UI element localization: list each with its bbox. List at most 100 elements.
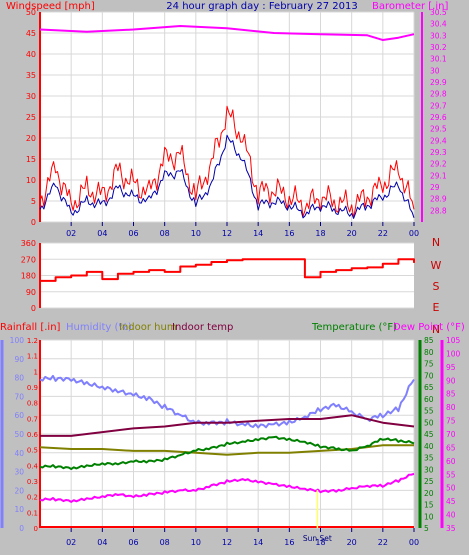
temp-ytick-label: 5 — [424, 524, 429, 533]
dew-ytick-label: 95 — [446, 363, 456, 372]
wind-xtick-label: 04 — [97, 229, 107, 238]
baro-ytick-label: 29.1 — [430, 171, 447, 180]
baro-ytick-label: 29.3 — [430, 148, 447, 157]
temp-label: Temperature (°F) — [311, 322, 397, 333]
indoor-temp-line — [40, 414, 415, 437]
baro-ytick-label: 29.7 — [430, 101, 447, 110]
hum-ytick-label: 90 — [14, 355, 24, 364]
wind-ytick-label: 50 — [26, 8, 36, 17]
temp-xtick-label: 06 — [128, 538, 138, 547]
chart-title: 24 hour graph day : February 27 2013 — [166, 1, 357, 12]
temp-ytick-label: 30 — [424, 465, 434, 474]
dew-ytick-label: 90 — [446, 376, 456, 385]
wind-xtick-label: 20 — [347, 229, 357, 238]
rain-ytick-label: 0.8 — [27, 400, 38, 408]
wind-xtick-label: 08 — [160, 229, 170, 238]
dew-ytick-label: 70 — [446, 430, 456, 439]
temp-xtick-label: 02 — [66, 538, 76, 547]
wind-direction-line — [40, 258, 415, 282]
wind-ytick-label: 5 — [31, 197, 36, 206]
baro-ytick-label: 29.9 — [430, 78, 447, 87]
temp-ytick-label: 40 — [424, 442, 434, 451]
compass-label: E — [433, 301, 440, 314]
hum-ytick-label: 40 — [14, 449, 24, 458]
wind-xtick-label: 18 — [315, 229, 325, 238]
temp-xtick-label: 22 — [378, 538, 388, 547]
temp-ytick-label: 10 — [424, 512, 434, 521]
direction-ytick-label: 180 — [21, 272, 36, 281]
dew-ytick-label: 100 — [446, 349, 461, 358]
temp-xtick-label: 18 — [315, 538, 325, 547]
rain-ytick-label: 0.5 — [27, 447, 38, 455]
temp-xtick-label: 10 — [191, 538, 201, 547]
wind-xtick-label: 10 — [191, 229, 201, 238]
avg-wind-series-line — [39, 134, 415, 219]
temp-xtick-label: 08 — [160, 538, 170, 547]
compass-label: W — [431, 259, 442, 272]
dew-ytick-label: 45 — [446, 497, 456, 506]
temp-ytick-label: 55 — [424, 407, 434, 416]
baro-ytick-label: 28.8 — [430, 206, 447, 215]
wind-ylabel: Windspeed [mph] — [6, 1, 95, 12]
temp-ytick-label: 15 — [424, 501, 434, 510]
wind-xtick-label: 12 — [222, 229, 232, 238]
baro-ytick-label: 30.5 — [430, 8, 447, 17]
indoor-hum-line — [39, 444, 414, 456]
direction-ytick-label: 0 — [31, 304, 36, 313]
hum-ytick-label: 60 — [14, 411, 24, 420]
rain-ytick-label: 0.1 — [27, 509, 38, 517]
temp-ytick-label: 75 — [424, 360, 434, 369]
dew-ytick-label: 50 — [446, 484, 456, 493]
baro-ytick-label: 28.9 — [430, 195, 447, 204]
wind-xtick-label: 00 — [409, 229, 419, 238]
baro-ytick-label: 29.8 — [430, 90, 447, 99]
wind-ytick-label: 35 — [26, 71, 36, 80]
dew-ytick-label: 35 — [446, 524, 456, 533]
baro-ytick-label: 30 — [430, 66, 440, 75]
hum-ytick-label: 20 — [14, 486, 24, 495]
temp-ytick-label: 35 — [424, 454, 434, 463]
hum-ytick-label: 80 — [14, 374, 24, 383]
wind-xtick-label: 14 — [253, 229, 263, 238]
dew-point-line — [39, 472, 415, 503]
direction-ytick-label: 270 — [21, 255, 36, 264]
baro-ytick-label: 29.4 — [430, 136, 447, 145]
compass-label: N — [432, 323, 440, 336]
rain-label: Rainfall [.in] — [0, 322, 61, 333]
baro-ytick-label: 29.2 — [430, 160, 447, 169]
wind-xtick-label: 22 — [378, 229, 388, 238]
baro-ylabel: Barometer [.in] — [372, 1, 448, 12]
temp-ytick-label: 85 — [424, 336, 434, 345]
wind-ytick-label: 20 — [26, 134, 36, 143]
humidity-line — [39, 374, 415, 429]
rain-ytick-label: 0.3 — [27, 478, 38, 486]
rain-ytick-label: 0.6 — [27, 431, 39, 439]
dew-ytick-label: 40 — [446, 511, 456, 520]
temp-ytick-label: 45 — [424, 430, 434, 439]
baro-ytick-label: 29 — [430, 183, 440, 192]
rain-ytick-label: 1.2 — [27, 337, 38, 345]
temp-xtick-label: 20 — [347, 538, 357, 547]
wind-xtick-label: 16 — [284, 229, 294, 238]
dew-label: Dew Point (°F) — [393, 322, 465, 333]
temp-xtick-label: 04 — [97, 538, 107, 547]
indoor-temp-label: Indoor temp — [172, 322, 233, 333]
baro-series-line — [39, 25, 415, 41]
temp-ytick-label: 70 — [424, 371, 434, 380]
baro-ytick-label: 29.6 — [430, 113, 447, 122]
hum-ytick-label: 0 — [19, 524, 24, 533]
indoor-hum-label: Indoor hum — [119, 322, 177, 333]
temperature-line — [39, 435, 415, 470]
wind-ytick-label: 25 — [26, 113, 36, 122]
wind-ytick-label: 30 — [26, 92, 36, 101]
wind-ytick-label: 0 — [31, 218, 36, 227]
wind-ytick-label: 10 — [26, 176, 36, 185]
baro-ytick-label: 29.5 — [430, 125, 447, 134]
temp-ytick-label: 25 — [424, 477, 434, 486]
temp-xtick-label: 12 — [222, 538, 232, 547]
rain-ytick-label: 1.1 — [27, 353, 38, 361]
hum-ytick-label: 30 — [14, 468, 24, 477]
baro-ytick-label: 30.4 — [430, 20, 447, 29]
